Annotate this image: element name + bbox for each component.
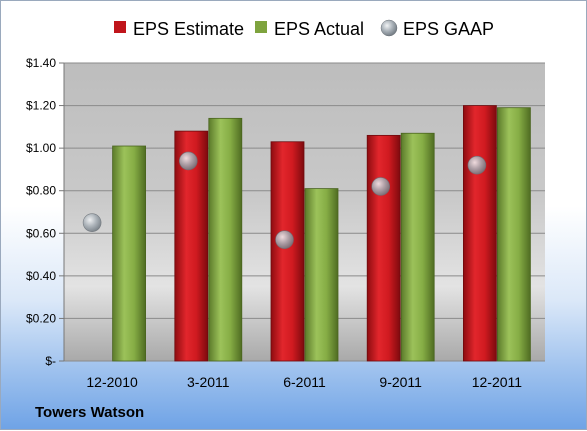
eps-actual-bar (112, 145, 146, 362)
x-tick-label: 12-2010 (86, 374, 138, 390)
eps-estimate-legend-swatch (114, 21, 126, 33)
y-tick-label: $1.20 (26, 99, 56, 113)
eps-gaap-legend-swatch (380, 19, 398, 37)
eps-estimate-bar (462, 105, 497, 362)
eps-gaap-legend-label: EPS GAAP (403, 19, 494, 39)
eps-gaap-point (179, 151, 198, 171)
x-tick-label: 9-2011 (379, 374, 422, 390)
y-tick-label: $0.20 (26, 311, 56, 325)
eps-actual-legend-swatch (255, 21, 267, 33)
eps-gaap-point (371, 177, 391, 196)
company-name: Towers Watson (35, 404, 144, 421)
eps-gaap-point (275, 230, 294, 249)
eps-actual-bar (208, 117, 243, 362)
x-tick-label: 3-2011 (187, 374, 230, 390)
y-tick-label: $1.40 (26, 56, 56, 70)
eps-estimate-bar (270, 141, 305, 362)
y-tick-label: $1.00 (26, 141, 56, 155)
eps-actual-bar (400, 132, 435, 362)
eps-actual-bar (496, 107, 531, 362)
eps-gaap-point (82, 213, 102, 232)
y-tick-label: $- (45, 354, 56, 368)
eps-estimate-legend-label: EPS Estimate (133, 19, 244, 39)
x-tick-label: 6-2011 (283, 374, 326, 390)
eps-estimate-bar (366, 134, 401, 362)
eps-actual-legend-label: EPS Actual (274, 19, 364, 39)
eps-actual-bar (304, 188, 339, 362)
eps-gaap-point (467, 155, 487, 175)
y-tick-label: $0.60 (26, 226, 56, 240)
x-tick-label: 12-2011 (472, 374, 523, 390)
y-tick-label: $0.40 (26, 269, 56, 283)
y-tick-label: $0.80 (26, 184, 56, 198)
